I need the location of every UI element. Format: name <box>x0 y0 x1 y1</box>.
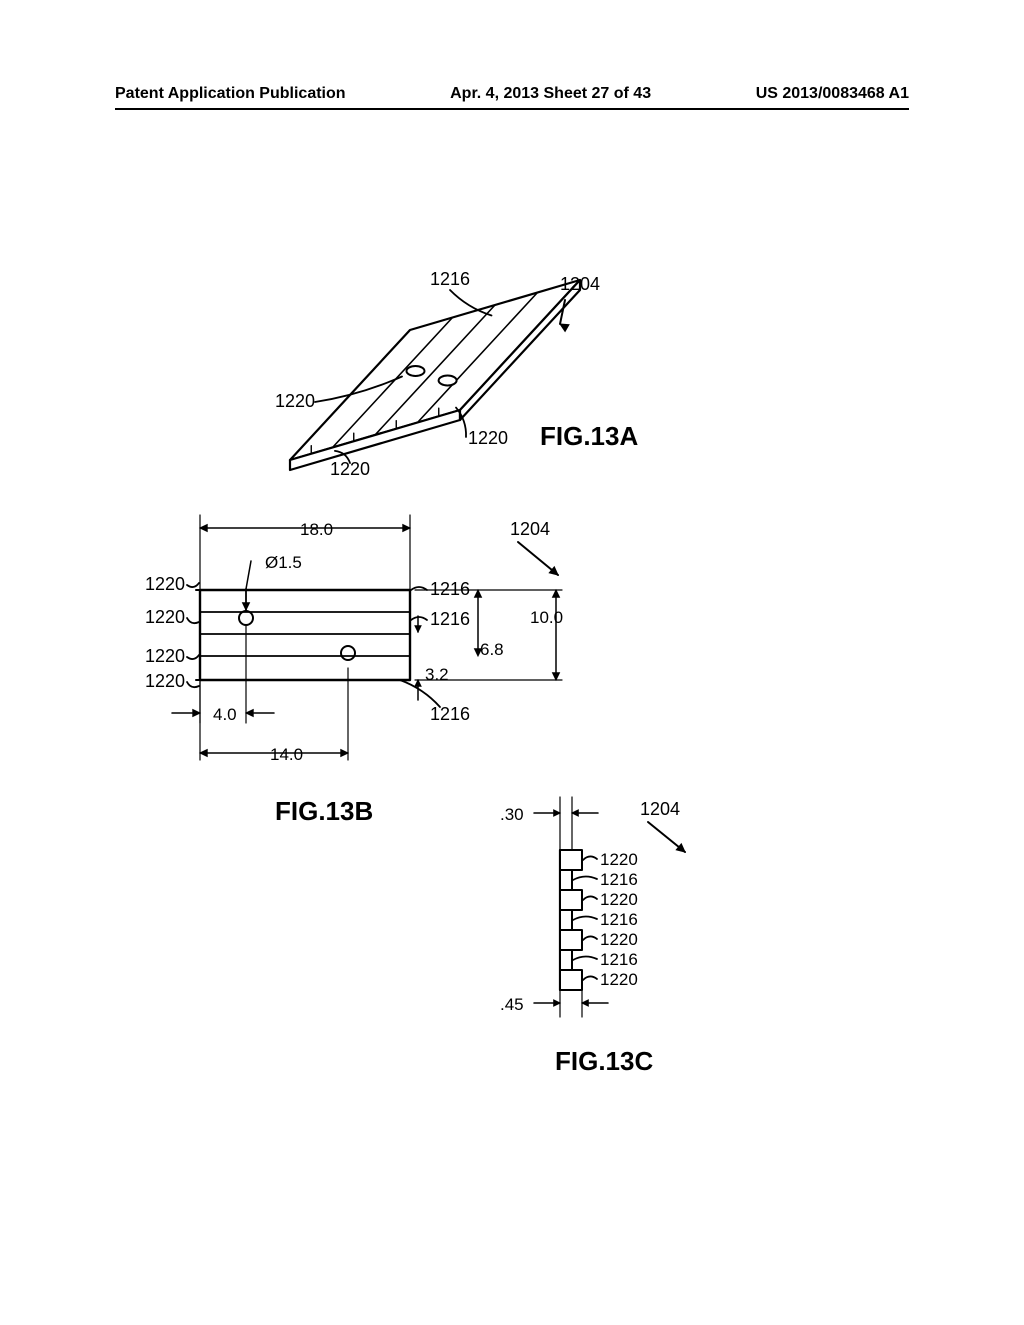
svg-text:1220: 1220 <box>600 970 638 989</box>
svg-text:Ø1.5: Ø1.5 <box>265 553 302 572</box>
fig13a: FIG.13A12161204122012201220 <box>275 269 638 479</box>
svg-text:1216: 1216 <box>430 609 470 629</box>
svg-text:.30: .30 <box>500 805 524 824</box>
figures-container: FIG.13A 1216 1204 1220 1220 1220 FIG.13B 1204 12… <box>0 0 1024 1320</box>
svg-text:14.0: 14.0 <box>270 745 303 764</box>
svg-text:1204: 1204 <box>510 519 550 539</box>
svg-text:1220: 1220 <box>600 890 638 909</box>
fig13a-label: FIG.13A <box>540 421 638 451</box>
svg-text:1220: 1220 <box>600 850 638 869</box>
svg-text:FIG.13C: FIG.13C <box>555 1046 653 1076</box>
svg-text:1220: 1220 <box>145 574 185 594</box>
svg-text:3.2: 3.2 <box>425 665 449 684</box>
svg-text:1216: 1216 <box>430 579 470 599</box>
svg-text:10.0: 10.0 <box>530 608 563 627</box>
svg-text:FIG.13B: FIG.13B <box>275 796 373 826</box>
svg-text:6.8: 6.8 <box>480 640 504 659</box>
fig13b: FIG.13B 1204 1220 1220 1220 1220 1216 1216 1216 1… <box>145 515 563 826</box>
svg-text:1220: 1220 <box>145 607 185 627</box>
svg-text:1220: 1220 <box>468 428 508 448</box>
figures-svg: FIG.13A 1216 1204 1220 1220 1220 FIG.13B 1204 12… <box>0 0 1024 1320</box>
svg-text:1220: 1220 <box>145 671 185 691</box>
svg-text:4.0: 4.0 <box>213 705 237 724</box>
svg-text:1216: 1216 <box>600 950 638 969</box>
svg-text:1216: 1216 <box>600 870 638 889</box>
svg-text:1216: 1216 <box>430 269 470 289</box>
svg-text:1216: 1216 <box>600 910 638 929</box>
svg-text:1220: 1220 <box>275 391 315 411</box>
svg-text:1220: 1220 <box>600 930 638 949</box>
svg-text:1220: 1220 <box>145 646 185 666</box>
svg-text:1204: 1204 <box>640 799 680 819</box>
svg-text:.45: .45 <box>500 995 524 1014</box>
svg-text:18.0: 18.0 <box>300 520 333 539</box>
fig13c: FIG.13C12041220121612201216122012161220.… <box>500 797 685 1076</box>
svg-text:1204: 1204 <box>560 274 600 294</box>
svg-text:1216: 1216 <box>430 704 470 724</box>
